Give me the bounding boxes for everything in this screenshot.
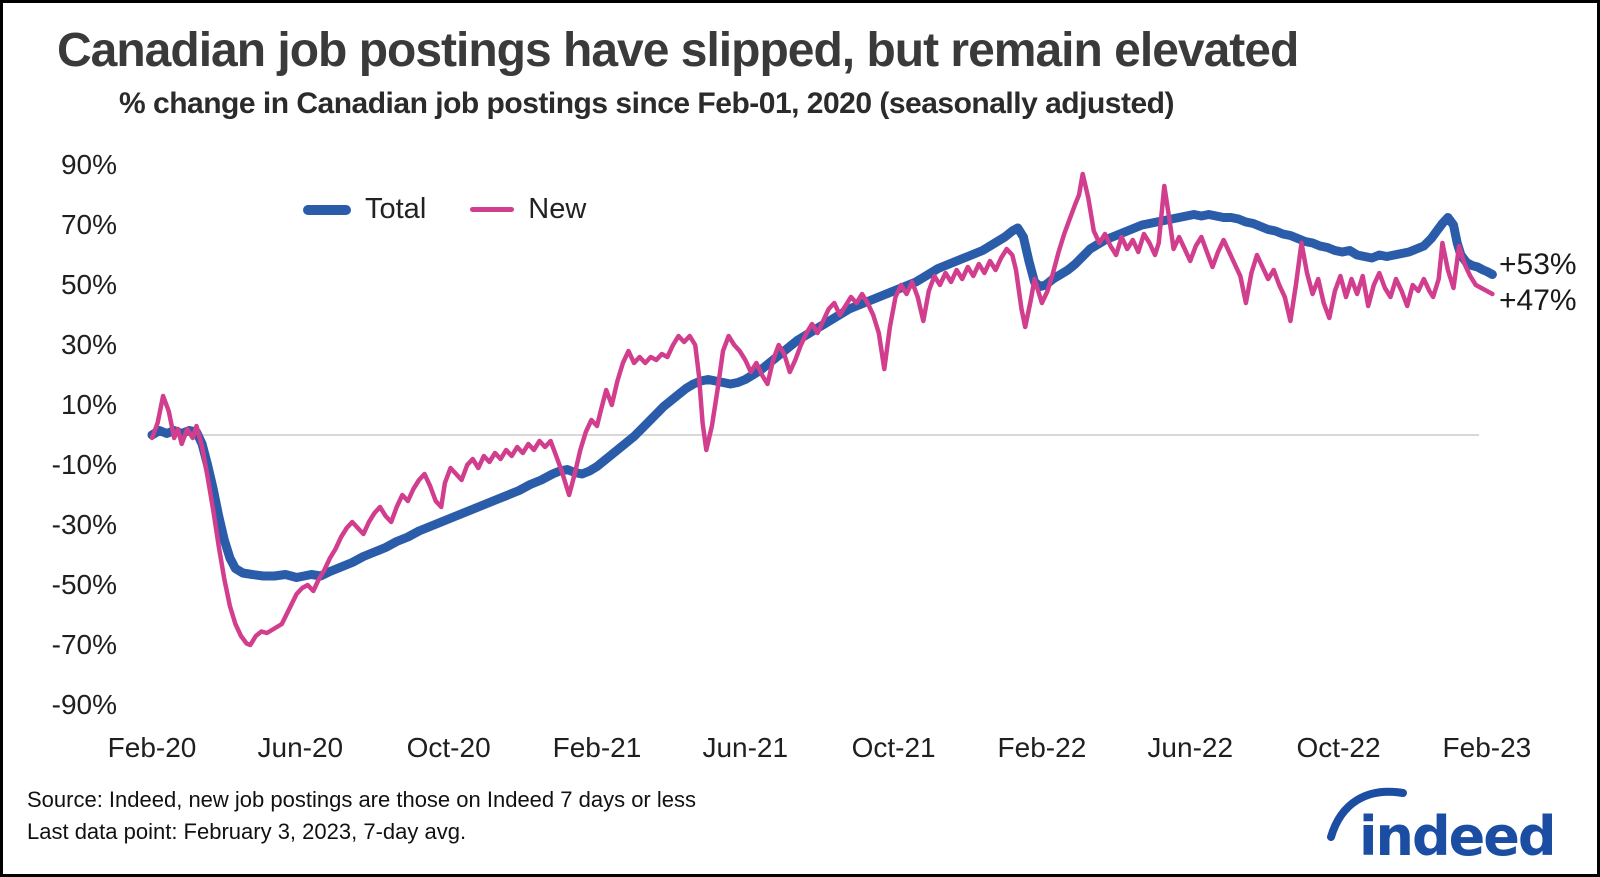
y-tick-label: -30% [51, 509, 117, 540]
series-line-total [147, 210, 1497, 582]
x-tick-label: Jun-21 [702, 732, 789, 763]
legend-item-total: Total [303, 193, 426, 226]
y-tick-label: -10% [51, 449, 117, 480]
chart-canvas [147, 171, 1497, 648]
indeed-logo-wordmark: indeed [1359, 805, 1555, 868]
indeed-logo-swoosh-icon [1327, 787, 1407, 841]
x-tick-label: Feb-23 [1442, 732, 1532, 763]
x-tick-label: Oct-20 [406, 732, 491, 763]
x-tick-label: Jun-20 [257, 732, 344, 763]
last-data-point-note: Last data point: February 3, 2023, 7-day… [27, 819, 467, 844]
y-tick-label: 90% [60, 149, 117, 180]
x-tick-label: Oct-22 [1296, 732, 1381, 763]
x-tick-label: Jun-22 [1147, 732, 1234, 763]
x-tick-label: Oct-21 [851, 732, 936, 763]
chart-subtitle: % change in Canadian job postings since … [119, 87, 1174, 120]
new-end-value-label: +47% [1499, 284, 1577, 317]
chart-title: Canadian job postings have slipped, but … [57, 24, 1299, 77]
legend-item-new: New [470, 193, 586, 226]
y-tick-label: 50% [60, 269, 117, 300]
x-tick-label: Feb-21 [552, 732, 642, 763]
source-note: Source: Indeed, new job postings are tho… [27, 787, 696, 812]
y-tick-label: 70% [60, 209, 117, 240]
new-line-swatch [470, 207, 515, 212]
total-line-swatch [303, 204, 351, 215]
legend-label-total: Total [365, 193, 427, 225]
total-end-value-label: +53% [1499, 248, 1577, 281]
y-tick-label: 10% [60, 389, 117, 420]
y-tick-label: 30% [60, 329, 117, 360]
y-tick-label: -50% [51, 569, 117, 600]
legend-label-new: New [528, 193, 587, 225]
x-tick-label: Feb-20 [107, 732, 197, 763]
indeed-logo: indeed [1327, 787, 1557, 868]
chart-legend: Total New [303, 193, 586, 226]
y-tick-label: -90% [51, 689, 117, 720]
y-tick-label: -70% [51, 629, 117, 660]
x-tick-label: Feb-22 [997, 732, 1087, 763]
series-line-new [149, 171, 1495, 648]
